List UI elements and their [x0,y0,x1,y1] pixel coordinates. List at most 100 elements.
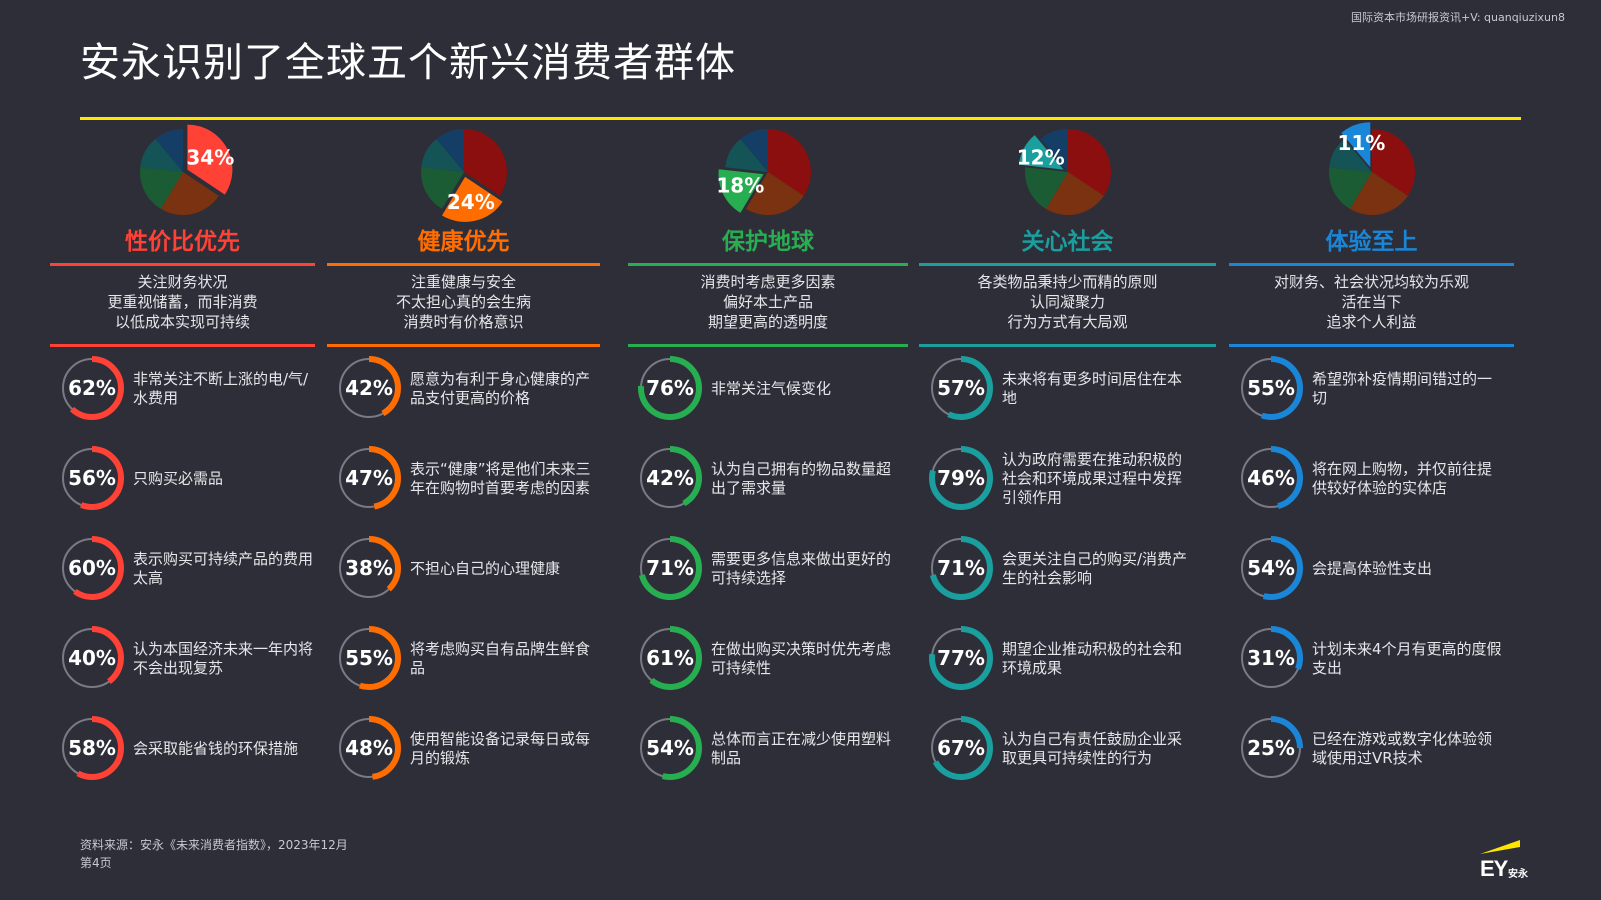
stat-ring [60,626,124,690]
stat-ring-arc [60,626,124,690]
stat-ring-arc [929,626,993,690]
stat-text: 需要更多信息来做出更好的可持续选择 [711,550,892,587]
pie-slice [1328,139,1372,172]
segment-divider [50,263,315,266]
segment-divider [327,344,600,347]
stat-text: 将在网上购物，并仅前往提供较好体验的实体店 [1312,460,1493,497]
stat-item: 38% 不担心自己的心理健康 [335,534,597,604]
stat-percent: 71% [646,556,694,580]
description-line: 以低成本实现可持续 [114,313,250,331]
stat-item: 54% 会提高体验性支出 [1237,534,1499,604]
stat-percent: 79% [937,466,985,490]
stat-item: 55% 将考虑购买自有品牌生鲜食品 [335,624,597,694]
stat-text: 会更关注自己的购买/消费产生的社会影响 [1002,550,1188,587]
pie-slice [725,139,768,172]
segment-pie: 12% [1008,126,1128,226]
stat-ring-arc [638,536,702,600]
stat-ring [1239,446,1303,510]
stat-item: 46% 将在网上购物，并仅前往提供较好体验的实体店 [1237,444,1499,514]
segment-health-first: 24% 健康优先 注重健康与安全 不太担心真的会生病 消费时有价格意识 42% 愿意为有利于… [327,126,600,816]
stat-item: 47% 表示“健康”将是他们未来三年在购物时首要考虑的因素 [335,444,597,514]
segment-description: 注重健康与安全 不太担心真的会生病 消费时有价格意识 [327,272,600,332]
stat-percent: 40% [68,646,116,670]
pie-share-label: 24% [446,190,494,214]
pie-slice [139,167,183,209]
stat-ring [1239,536,1303,600]
segment-divider [919,263,1216,266]
segment-divider [327,263,600,266]
pie-slice-highlight [186,124,232,195]
stat-ring [929,716,993,780]
page-number: 第4页 [80,856,112,870]
watermark: 国际资本市场研报资讯+V: quanqiuzixun8 [1350,11,1565,24]
stat-percent: 31% [1247,646,1295,670]
stat-ring-arc [1239,356,1303,420]
stat-percent: 76% [646,376,694,400]
segment-pie: 34% [123,124,243,226]
stat-ring [638,626,702,690]
title-accent-line [80,117,1521,120]
stat-item: 77% 期望企业推动积极的社会和环境成果 [927,624,1189,694]
stat-text: 只购买必需品 [133,469,224,488]
stat-ring-arc [337,626,401,690]
stat-ring-arc [60,356,124,420]
stat-ring [1239,356,1303,420]
segment-name: 健康优先 [417,229,510,255]
stat-percent: 57% [937,376,985,400]
stat-item: 76% 非常关注气候变化 [636,354,898,424]
ey-logo-text: EY [1480,856,1508,881]
segment-pie: 18% [708,126,828,226]
stat-ring-arc [1239,446,1303,510]
stat-text: 不担心自己的心理健康 [410,559,561,578]
stat-percent: 60% [68,556,116,580]
stat-item: 56% 只购买必需品 [58,444,320,514]
pie-share-label: 34% [186,145,234,169]
pie-slice [139,139,183,172]
stat-ring-arc [60,536,124,600]
description-line: 注重健康与安全 [410,273,516,291]
segment-divider [50,344,315,347]
stat-text: 希望弥补疫情期间错过的一切 [1312,370,1493,407]
description-line: 关注财务状况 [137,273,228,291]
description-line: 对财务、社会状况均较为乐观 [1273,273,1469,291]
stat-ring-arc [1239,716,1303,780]
stat-ring-arc [337,356,401,420]
stat-text: 期望企业推动积极的社会和环境成果 [1002,640,1183,677]
stat-ring-arc [929,446,993,510]
pie-slice [740,129,768,172]
stat-percent: 62% [68,376,116,400]
segment-name: 体验至上 [1325,229,1418,255]
segment-care-society: 12% 关心社会 各类物品秉持少而精的原则 认同凝聚力 行为方式有大局观 57% 未来将有更… [919,126,1216,816]
stat-ring [638,356,702,420]
ey-logo: EY 安永 [1480,838,1532,881]
stat-text: 将考虑购买自有品牌生鲜食品 [410,640,591,677]
description-line: 行为方式有大局观 [1007,313,1128,331]
stat-ring-arc [638,356,702,420]
stat-percent: 67% [937,736,985,760]
stat-percent: 46% [1247,466,1295,490]
stat-ring [337,356,401,420]
stat-ring [638,446,702,510]
stat-text: 表示“健康”将是他们未来三年在购物时首要考虑的因素 [410,460,591,497]
description-line: 各类物品秉持少而精的原则 [977,273,1158,291]
stat-text: 计划未来4个月有更高的度假支出 [1312,640,1502,677]
stat-text: 认为自己拥有的物品数量超出了需求量 [711,460,892,497]
stat-ring-arc [1239,626,1303,690]
segment-divider [1229,263,1514,266]
footer: 资料来源：安永《未来消费者指数》，2023年12月 第4页 [80,836,348,872]
stat-ring [337,446,401,510]
stat-item: 60% 表示购买可持续产品的费用太高 [58,534,320,604]
pie-slice [1039,129,1068,172]
stat-ring [638,716,702,780]
pie-slice [160,172,219,215]
pie-slice [1067,129,1111,196]
stat-percent: 71% [937,556,985,580]
stat-item: 40% 认为本国经济未来一年内将不会出现复苏 [58,624,320,694]
stat-ring-arc [60,716,124,780]
pie-slice [768,129,812,196]
stat-ring [638,536,702,600]
pie-slice [745,172,804,215]
stat-item: 55% 希望弥补疫情期间错过的一切 [1237,354,1499,424]
stat-percent: 54% [646,736,694,760]
stat-ring [929,446,993,510]
